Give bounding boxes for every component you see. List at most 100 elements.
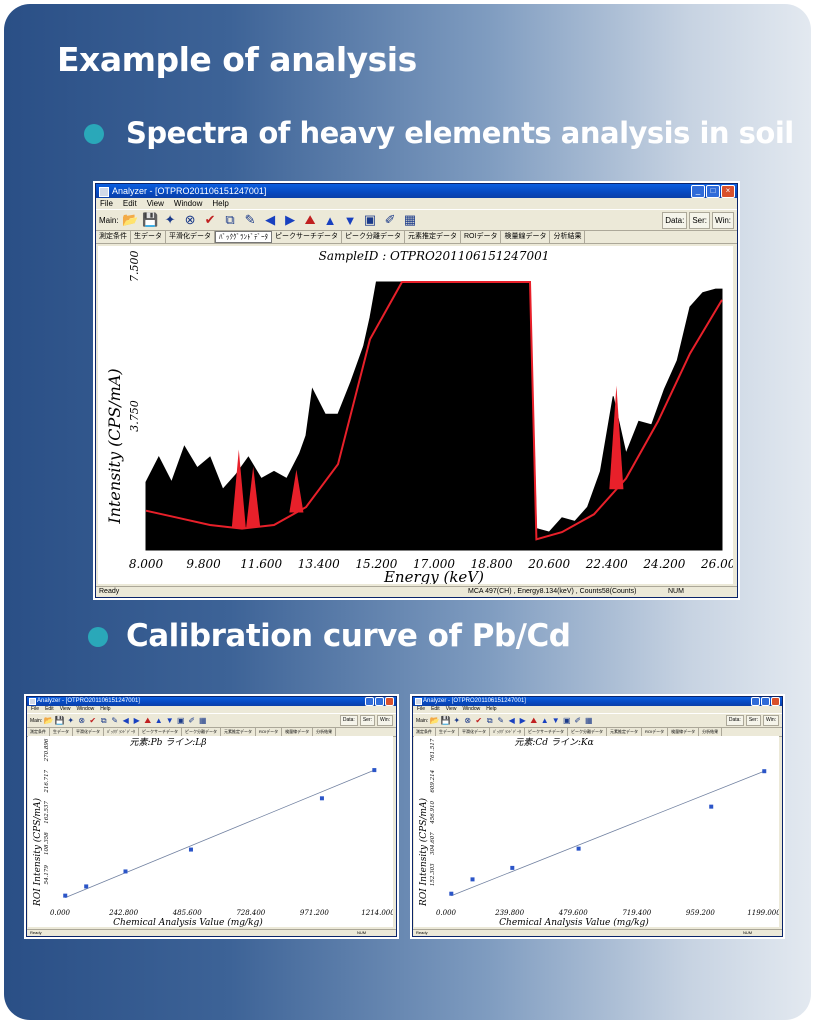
ser-selector[interactable]: Ser: <box>745 715 761 726</box>
arrow-left-icon[interactable]: ◀ <box>508 716 515 725</box>
minimize-button[interactable] <box>751 697 760 706</box>
edit-icon[interactable]: ✐ <box>574 716 582 725</box>
check-all-icon[interactable]: ✔ <box>89 716 97 725</box>
menu-help[interactable]: Help <box>100 706 111 712</box>
table-icon[interactable]: ▦ <box>584 716 593 725</box>
copy-icon[interactable]: ⧉ <box>486 715 493 725</box>
win-selector[interactable]: Win: <box>763 715 779 726</box>
tab-0[interactable]: 測定条件 <box>27 728 50 736</box>
minimize-button[interactable]: _ <box>691 185 705 198</box>
peak-icon[interactable]: ⛰ <box>530 715 538 725</box>
tab-5[interactable]: ピーク分離データ <box>182 728 221 736</box>
export-icon[interactable]: ▣ <box>562 716 571 725</box>
arrow-left-icon[interactable]: ◀ <box>265 212 276 227</box>
cancel-icon[interactable]: ⊗ <box>78 716 86 725</box>
tab-2[interactable]: 平滑化データ <box>166 231 215 243</box>
tab-8[interactable]: 検量線データ <box>282 728 314 736</box>
tab-8[interactable]: 検量線データ <box>501 231 551 243</box>
wizard-icon[interactable]: ✦ <box>67 716 75 725</box>
data-selector[interactable]: Data: <box>662 211 688 229</box>
tab-5[interactable]: ピーク分離データ <box>568 728 607 736</box>
tab-1[interactable]: 生データ <box>436 728 459 736</box>
arrow-up-icon[interactable]: ▲ <box>154 716 163 725</box>
cancel-icon[interactable]: ⊗ <box>464 716 472 725</box>
tab-9[interactable]: 分析結果 <box>313 728 337 736</box>
menu-file[interactable]: File <box>31 706 40 712</box>
ser-selector[interactable]: Ser: <box>689 211 710 229</box>
arrow-up-icon[interactable]: ▲ <box>323 212 337 228</box>
tab-8[interactable]: 検量線データ <box>668 728 700 736</box>
menu-window[interactable]: Window <box>76 706 95 712</box>
notes-icon[interactable]: ✎ <box>497 716 505 725</box>
tab-4[interactable]: ピークサーチデータ <box>272 231 342 243</box>
peak-icon[interactable]: ⛰ <box>304 212 316 227</box>
arrow-down-icon[interactable]: ▼ <box>343 212 357 228</box>
menu-window[interactable]: Window <box>173 199 203 208</box>
table-icon[interactable]: ▦ <box>403 212 417 227</box>
menu-help[interactable]: Help <box>486 706 497 712</box>
tab-7[interactable]: ROIデータ <box>642 728 669 736</box>
tab-1[interactable]: 生データ <box>131 231 166 243</box>
tab-2[interactable]: 平滑化データ <box>459 728 490 736</box>
tab-4[interactable]: ピークサーチデータ <box>525 728 568 736</box>
close-button[interactable] <box>771 697 780 706</box>
menu-window[interactable]: Window <box>462 706 481 712</box>
maximize-button[interactable] <box>375 697 384 706</box>
maximize-button[interactable]: □ <box>706 185 720 198</box>
tab-6[interactable]: 元素推定データ <box>221 728 256 736</box>
data-selector[interactable]: Data: <box>339 715 358 726</box>
menu-view[interactable]: View <box>146 199 164 208</box>
tab-4[interactable]: ピークサーチデータ <box>139 728 182 736</box>
menu-view[interactable]: View <box>59 706 71 712</box>
tab-0[interactable]: 測定条件 <box>413 728 436 736</box>
tab-6[interactable]: 元素推定データ <box>405 231 461 243</box>
copy-icon[interactable]: ⧉ <box>100 715 107 725</box>
notes-icon[interactable]: ✎ <box>244 212 256 227</box>
open-folder-icon[interactable]: 📂 <box>429 716 440 725</box>
win-selector[interactable]: Win: <box>377 715 393 726</box>
tab-2[interactable]: 平滑化データ <box>73 728 104 736</box>
wizard-icon[interactable]: ✦ <box>453 716 461 725</box>
menu-help[interactable]: Help <box>212 199 229 208</box>
arrow-up-icon[interactable]: ▲ <box>540 716 549 725</box>
open-folder-icon[interactable]: 📂 <box>121 212 139 227</box>
edit-icon[interactable]: ✐ <box>384 212 396 227</box>
edit-icon[interactable]: ✐ <box>188 716 196 725</box>
tab-3[interactable]: ﾊﾞｯｸｸﾞﾗﾝﾄﾞﾃﾞｰﾀ <box>215 231 272 243</box>
table-icon[interactable]: ▦ <box>198 716 207 725</box>
tab-9[interactable]: 分析結果 <box>550 231 586 243</box>
win-selector[interactable]: Win: <box>712 211 734 229</box>
menu-edit[interactable]: Edit <box>45 706 54 712</box>
menu-file[interactable]: File <box>100 199 113 208</box>
data-selector[interactable]: Data: <box>725 715 744 726</box>
open-folder-icon[interactable]: 📂 <box>43 716 54 725</box>
tab-7[interactable]: ROIデータ <box>461 231 502 243</box>
tab-5[interactable]: ピーク分離データ <box>342 231 405 243</box>
check-all-icon[interactable]: ✔ <box>204 212 216 227</box>
menu-view[interactable]: View <box>445 706 457 712</box>
close-button[interactable]: × <box>721 185 735 198</box>
save-icon[interactable]: 💾 <box>141 212 159 227</box>
tab-0[interactable]: 測定条件 <box>96 231 131 243</box>
tab-9[interactable]: 分析結果 <box>699 728 723 736</box>
maximize-button[interactable] <box>761 697 770 706</box>
export-icon[interactable]: ▣ <box>363 212 377 227</box>
arrow-down-icon[interactable]: ▼ <box>165 716 174 725</box>
tab-3[interactable]: ﾊﾞｯｸｸﾞﾗﾝﾄﾞﾃﾞｰﾀ <box>104 728 139 736</box>
notes-icon[interactable]: ✎ <box>111 716 119 725</box>
arrow-right-icon[interactable]: ▶ <box>133 716 140 725</box>
peak-icon[interactable]: ⛰ <box>144 715 152 725</box>
arrow-right-icon[interactable]: ▶ <box>519 716 526 725</box>
wizard-icon[interactable]: ✦ <box>164 212 176 227</box>
tab-3[interactable]: ﾊﾞｯｸｸﾞﾗﾝﾄﾞﾃﾞｰﾀ <box>490 728 525 736</box>
menu-edit[interactable]: Edit <box>431 706 440 712</box>
menu-file[interactable]: File <box>417 706 426 712</box>
arrow-right-icon[interactable]: ▶ <box>285 212 296 227</box>
save-icon[interactable]: 💾 <box>54 716 65 725</box>
cancel-icon[interactable]: ⊗ <box>184 212 196 227</box>
minimize-button[interactable] <box>365 697 374 706</box>
tab-6[interactable]: 元素推定データ <box>607 728 642 736</box>
ser-selector[interactable]: Ser: <box>359 715 375 726</box>
arrow-down-icon[interactable]: ▼ <box>551 716 560 725</box>
tab-1[interactable]: 生データ <box>50 728 73 736</box>
